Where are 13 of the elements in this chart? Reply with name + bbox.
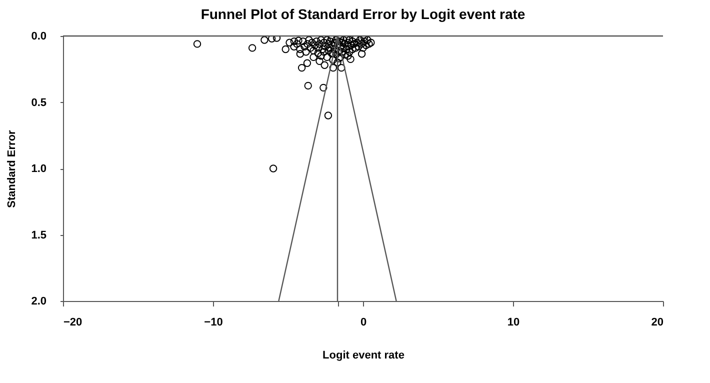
x-tick-label: 0 <box>360 316 367 328</box>
y-tick-label: 2.0 <box>31 296 46 308</box>
y-tick-label: 0.5 <box>31 96 46 109</box>
chart-title: Funnel Plot of Standard Error by Logit event rate <box>200 6 526 22</box>
x-tick-label: 20 <box>651 316 664 328</box>
x-tick-label: 10 <box>507 316 520 328</box>
y-tick-label: 1.5 <box>31 229 46 242</box>
y-tick-label: 0.0 <box>31 30 46 42</box>
x-tick-label: −10 <box>204 316 223 328</box>
y-axis-title: Standard Error <box>6 129 18 208</box>
x-tick-label: −20 <box>64 316 82 328</box>
x-axis-title: Logit event rate <box>322 350 404 362</box>
y-tick-label: 1.0 <box>31 163 46 175</box>
